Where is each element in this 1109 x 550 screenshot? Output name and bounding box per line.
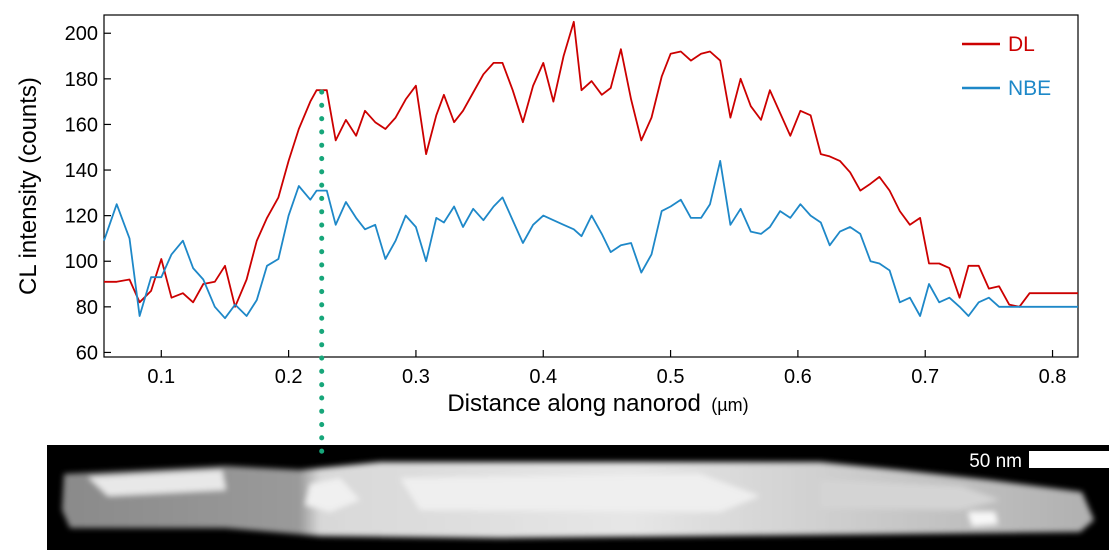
cl-image-panel: 50 nm — [47, 445, 1109, 550]
y-tick-label: 200 — [65, 23, 98, 45]
x-tick-label: 0.1 — [147, 366, 175, 388]
scale-bar — [1029, 451, 1109, 468]
x-tick-label: 0.5 — [657, 366, 685, 388]
series-line-nbe — [103, 159, 1078, 320]
nanorod-image — [62, 462, 1094, 538]
x-tick-label: 0.3 — [402, 366, 430, 388]
x-axis-title-main: Distance along nanorod — [447, 390, 701, 417]
y-tick-label: 160 — [65, 114, 98, 136]
y-tick-label: 80 — [76, 297, 98, 319]
x-tick-label: 0.2 — [275, 366, 303, 388]
y-tick-label: 100 — [65, 251, 98, 273]
x-axis: 0.1 0.2 0.3 0.4 0.5 0.6 0.7 0.8 — [147, 350, 1066, 388]
series-layer — [103, 20, 1078, 320]
x-axis-title-unit: (µm) — [711, 395, 748, 415]
x-tick-label: 0.8 — [1039, 366, 1067, 388]
x-axis-title: Distance along nanorod (µm) — [447, 390, 748, 417]
y-axis-title: CL intensity (counts) — [15, 77, 42, 295]
y-tick-label: 60 — [76, 342, 98, 364]
y-tick-label: 140 — [65, 160, 98, 182]
y-tick-label: 180 — [65, 69, 98, 91]
legend: DL NBE — [962, 33, 1051, 100]
scale-bar-label: 50 nm — [969, 451, 1022, 472]
series-line-dl — [104, 20, 1078, 308]
x-tick-label: 0.4 — [529, 366, 557, 388]
x-tick-label: 0.6 — [784, 366, 812, 388]
x-tick-label: 0.7 — [911, 366, 939, 388]
y-axis: 60 80 100 120 140 160 180 200 — [65, 23, 111, 364]
y-tick-label: 120 — [65, 206, 98, 228]
legend-label-nbe: NBE — [1008, 77, 1051, 100]
plot-frame — [103, 14, 1079, 358]
legend-label-dl: DL — [1008, 33, 1035, 56]
